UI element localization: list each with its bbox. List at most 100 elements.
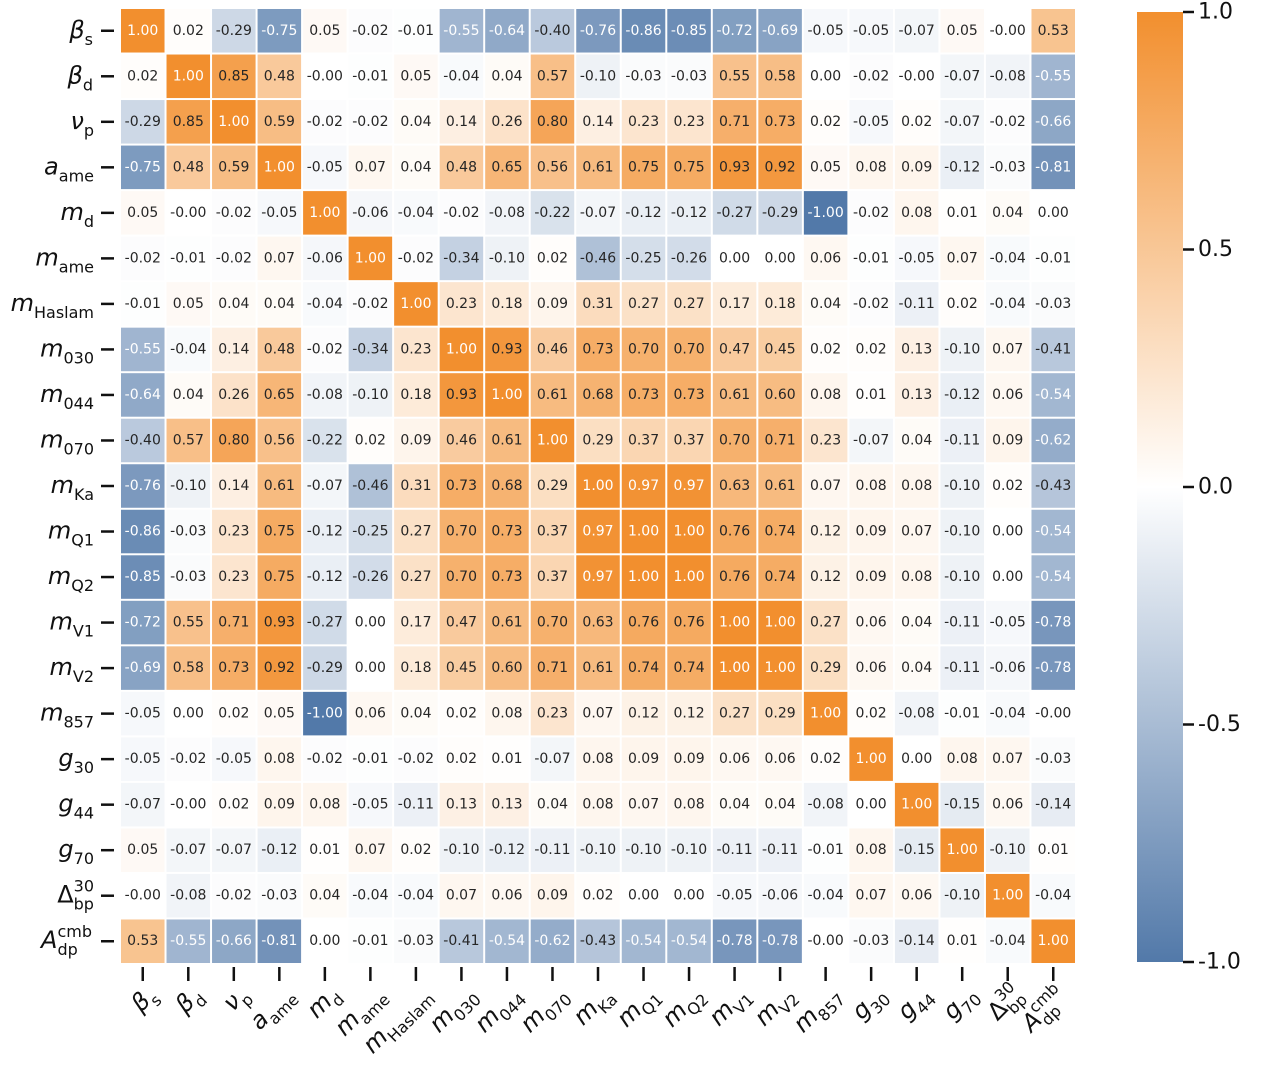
- heatmap-cell: [348, 464, 393, 508]
- colorbar-tick-label: -1.0: [1198, 950, 1241, 975]
- heatmap-cell: [439, 919, 484, 963]
- heatmap-cell: [667, 236, 711, 281]
- cell-label: 0.04: [719, 797, 750, 813]
- heatmap-cell: [712, 373, 757, 417]
- heatmap-cell: [758, 145, 802, 190]
- heatmap-cell: [212, 919, 256, 963]
- cell-label: 0.23: [537, 706, 568, 722]
- heatmap-cell: [485, 509, 529, 554]
- axis-label: νp: [70, 107, 94, 140]
- heatmap-cell: [985, 873, 1030, 918]
- cell-label: 0.08: [901, 569, 932, 585]
- heatmap-cell: [849, 100, 893, 144]
- cell-label: -0.00: [170, 205, 206, 221]
- heatmap-cell: [257, 145, 302, 190]
- cell-label: -0.54: [1035, 524, 1071, 540]
- heatmap-cell: [394, 600, 438, 645]
- cell-label: 0.73: [491, 524, 522, 540]
- cell-label: 0.48: [173, 159, 204, 175]
- cell-label: -0.04: [398, 888, 434, 904]
- heatmap-cell: [166, 9, 211, 53]
- cell-label: -0.22: [534, 205, 570, 221]
- heatmap-cell: [166, 145, 211, 190]
- label-main: m: [49, 653, 72, 681]
- heatmap-cell: [621, 327, 666, 372]
- heatmap-cell: [166, 828, 211, 872]
- heatmap-cell: [348, 9, 393, 53]
- cell-label: -0.41: [443, 933, 479, 949]
- cell-label: 0.80: [537, 114, 568, 130]
- cell-label: 0.68: [582, 387, 613, 403]
- heatmap-cell: [303, 873, 347, 918]
- cell-label: 0.04: [218, 296, 249, 312]
- cell-label: 0.93: [491, 341, 522, 357]
- cell-label: 0.07: [582, 706, 613, 722]
- heatmap-cell: [303, 191, 347, 235]
- x-label-group: mQ1: [611, 990, 667, 1033]
- heatmap-cell: [712, 191, 757, 235]
- cell-label: 1.00: [264, 159, 295, 175]
- cell-label: 0.59: [264, 114, 295, 130]
- cell-label: -0.55: [170, 933, 206, 949]
- cell-label: 0.85: [218, 68, 249, 84]
- cell-label: -0.10: [489, 250, 525, 266]
- x-label-group: mV1: [703, 990, 758, 1031]
- cell-label: -0.12: [307, 569, 343, 585]
- heatmap-cell: [212, 327, 256, 372]
- heatmap-cell: [849, 145, 893, 190]
- heatmap-cell: [667, 782, 711, 827]
- heatmap-cell: [894, 236, 939, 281]
- cell-label: -0.10: [580, 68, 616, 84]
- heatmap-cell: [394, 737, 438, 781]
- heatmap-cell: [1031, 782, 1075, 827]
- cell-label: -0.43: [580, 933, 616, 949]
- cell-label: 0.01: [856, 387, 887, 403]
- heatmap-cell: [121, 782, 165, 827]
- heatmap-cell: [1031, 646, 1075, 690]
- heatmap-cell: [940, 509, 984, 554]
- cell-label: 0.97: [582, 524, 613, 540]
- heatmap-cell: [485, 737, 529, 781]
- label-main: m: [51, 471, 74, 499]
- heatmap-cell: [485, 873, 529, 918]
- cell-label: -0.02: [307, 341, 343, 357]
- x-label-group: mKa: [567, 990, 621, 1031]
- heatmap-cell: [439, 418, 484, 463]
- heatmap-cell: [667, 646, 711, 690]
- heatmap-cell: [667, 600, 711, 645]
- cell-label: 0.18: [400, 387, 431, 403]
- heatmap-cell: [485, 191, 529, 235]
- cell-label: -0.75: [125, 159, 161, 175]
- cell-label: 0.01: [947, 933, 978, 949]
- cell-label: -0.01: [808, 842, 844, 858]
- cell-label: 0.02: [218, 797, 249, 813]
- cell-label: 0.06: [491, 888, 522, 904]
- cell-label: 0.93: [264, 615, 295, 631]
- heatmap-cell: [439, 646, 484, 690]
- heatmap-cell: [621, 555, 666, 599]
- heatmap-cell: [303, 737, 347, 781]
- label-main: m: [48, 562, 71, 590]
- cell-label: 0.73: [491, 569, 522, 585]
- cell-label: -0.01: [398, 23, 434, 39]
- cell-label: -0.46: [580, 250, 616, 266]
- cell-label: -0.08: [170, 888, 206, 904]
- cell-label: 0.92: [765, 159, 796, 175]
- heatmap-cell: [849, 464, 893, 508]
- cell-label: 0.59: [218, 159, 249, 175]
- cell-label: -0.03: [261, 888, 297, 904]
- heatmap-cell: [803, 464, 848, 508]
- cell-label: -0.08: [990, 68, 1026, 84]
- heatmap-cell: [758, 54, 802, 99]
- heatmap-cell: [530, 191, 575, 235]
- heatmap-cell: [1031, 737, 1075, 781]
- cell-label: -0.29: [125, 114, 161, 130]
- colorbar: [1137, 12, 1183, 962]
- heatmap-cell: [303, 373, 347, 417]
- heatmap-cell: [849, 282, 893, 326]
- heatmap-cell: [667, 191, 711, 235]
- cell-label: -0.01: [853, 250, 889, 266]
- cell-label: -0.02: [443, 205, 479, 221]
- cell-label: 0.23: [628, 114, 659, 130]
